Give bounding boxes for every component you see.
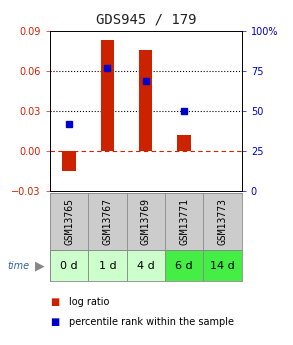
Text: GSM13771: GSM13771 [179,198,189,245]
Bar [178,135,191,151]
Text: 4 d: 4 d [137,261,155,270]
Bar [139,50,152,151]
Text: ■: ■ [50,297,59,307]
Bar [127,250,165,281]
Text: GSM13765: GSM13765 [64,198,74,245]
Text: percentile rank within the sample: percentile rank within the sample [69,317,234,326]
Bar [165,250,203,281]
Text: GSM13769: GSM13769 [141,198,151,245]
Bar [62,151,76,171]
Text: GDS945 / 179: GDS945 / 179 [96,12,197,26]
Text: 0 d: 0 d [60,261,78,270]
Text: 14 d: 14 d [210,261,235,270]
Text: GSM13773: GSM13773 [217,198,228,245]
Bar [203,250,242,281]
Text: ▶: ▶ [35,260,44,273]
Text: ■: ■ [50,317,59,326]
Bar [50,250,88,281]
Text: 1 d: 1 d [98,261,116,270]
Text: time: time [7,262,30,271]
Text: 6 d: 6 d [175,261,193,270]
Text: GSM13767: GSM13767 [102,198,113,245]
Text: log ratio: log ratio [69,297,109,307]
Bar [88,250,127,281]
Bar [101,40,114,151]
